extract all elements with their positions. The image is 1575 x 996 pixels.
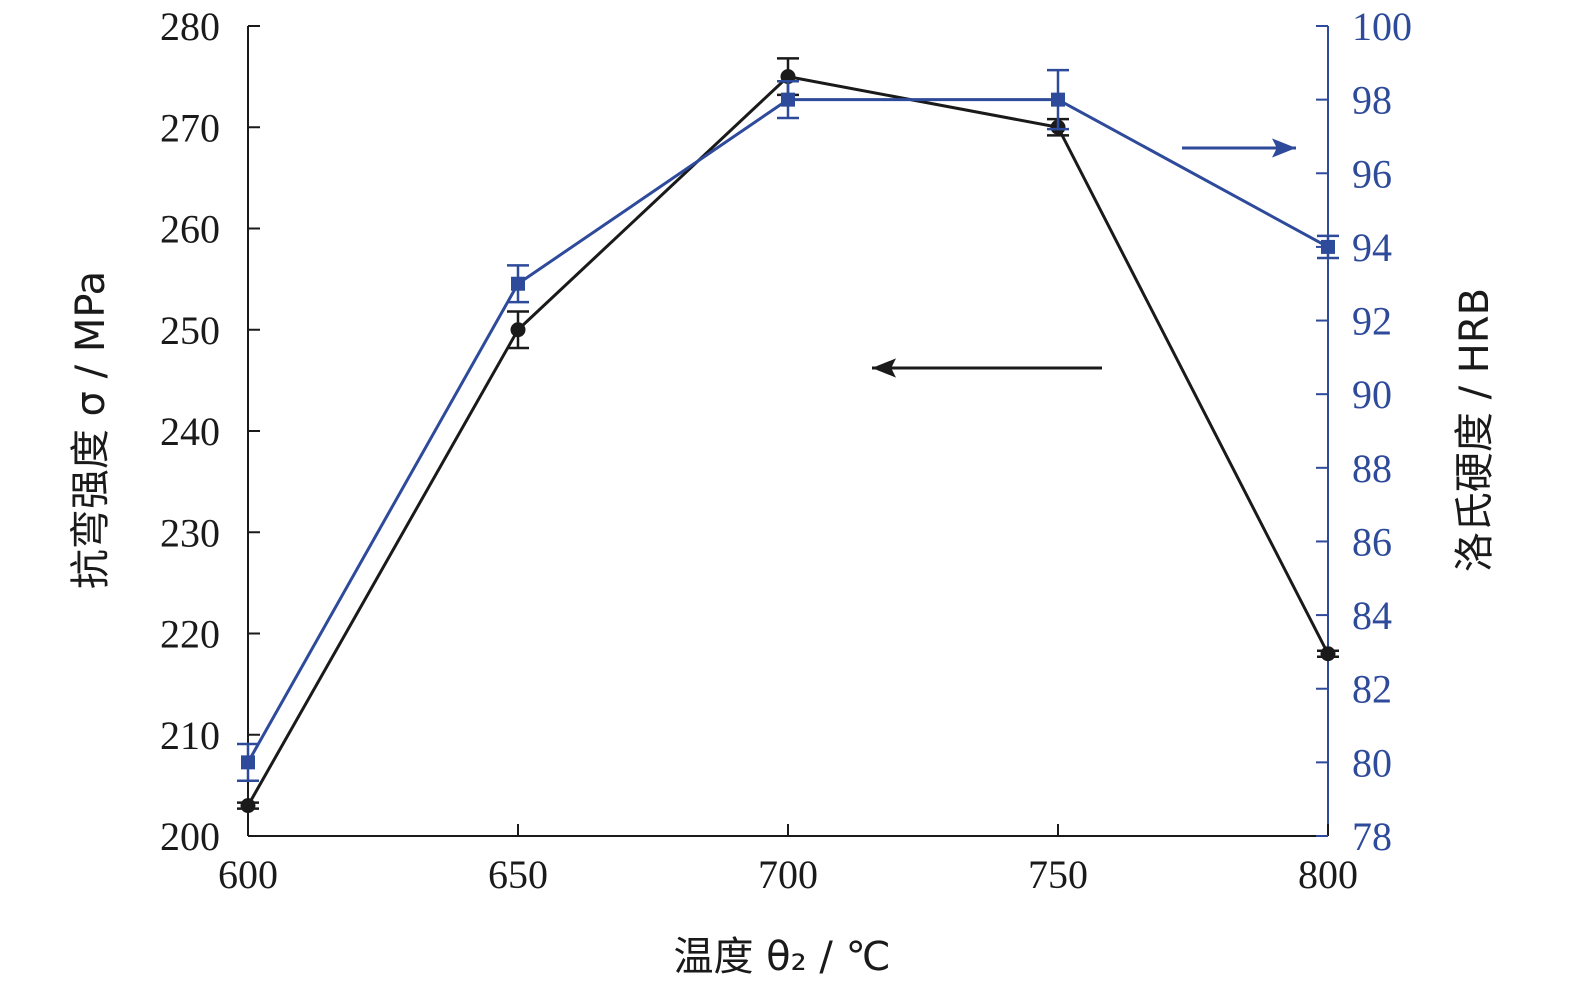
right-y-tick-label: 84 [1352,593,1392,638]
right-y-tick-label: 82 [1352,667,1392,712]
right-y-tick-label: 78 [1352,814,1392,859]
right-y-tick-label: 100 [1352,4,1412,49]
left-y-tick-label: 260 [160,207,220,252]
x-axis-title: 温度 θ₂ / ℃ [673,934,890,980]
right-y-tick-label: 86 [1352,519,1392,564]
right-y-tick-label: 90 [1352,372,1392,417]
x-tick-label: 600 [218,852,278,897]
data-point [1320,646,1336,662]
data-point [510,322,526,338]
left-y-tick-label: 240 [160,409,220,454]
x-tick-label: 700 [758,852,818,897]
series-1 [237,57,1339,814]
series-2-line [246,98,1329,764]
axes: 600 650 700 750 800 200 210 220 230 240 250 260 270 2… [68,4,1498,980]
data-point [240,798,256,814]
annotations [872,138,1296,378]
x-tick-label: 750 [1028,852,1088,897]
series-1-line [246,75,1330,807]
data-point [1321,239,1335,254]
left-y-tick-label: 250 [160,308,220,353]
right-y-axis-title: 洛氏硬度 / HRB [1452,288,1498,572]
x-tick-label: 650 [488,852,548,897]
right-y-tick-label: 94 [1352,225,1392,270]
data-point [1051,92,1065,107]
right-y-tick-label: 96 [1352,151,1392,196]
data-point [781,92,795,107]
plot-marks [237,57,1339,814]
left-y-tick-label: 230 [160,510,220,555]
left-y-tick-label: 280 [160,4,220,49]
right-y-tick-label: 88 [1352,446,1392,491]
series-2 [237,68,1339,783]
x-tick-label: 800 [1298,852,1358,897]
left-y-tick-label: 270 [160,105,220,150]
left-y-tick-label: 210 [160,713,220,758]
left-y-axis-title: 抗弯强度 σ / MPa [68,271,114,589]
right-y-tick-label: 98 [1352,78,1392,123]
left-y-tick-label: 200 [160,814,220,859]
data-point [241,755,255,770]
left-y-tick-label: 220 [160,612,220,657]
data-point [511,276,525,291]
right-y-tick-label: 80 [1352,740,1392,785]
right-y-tick-label: 92 [1352,299,1392,344]
